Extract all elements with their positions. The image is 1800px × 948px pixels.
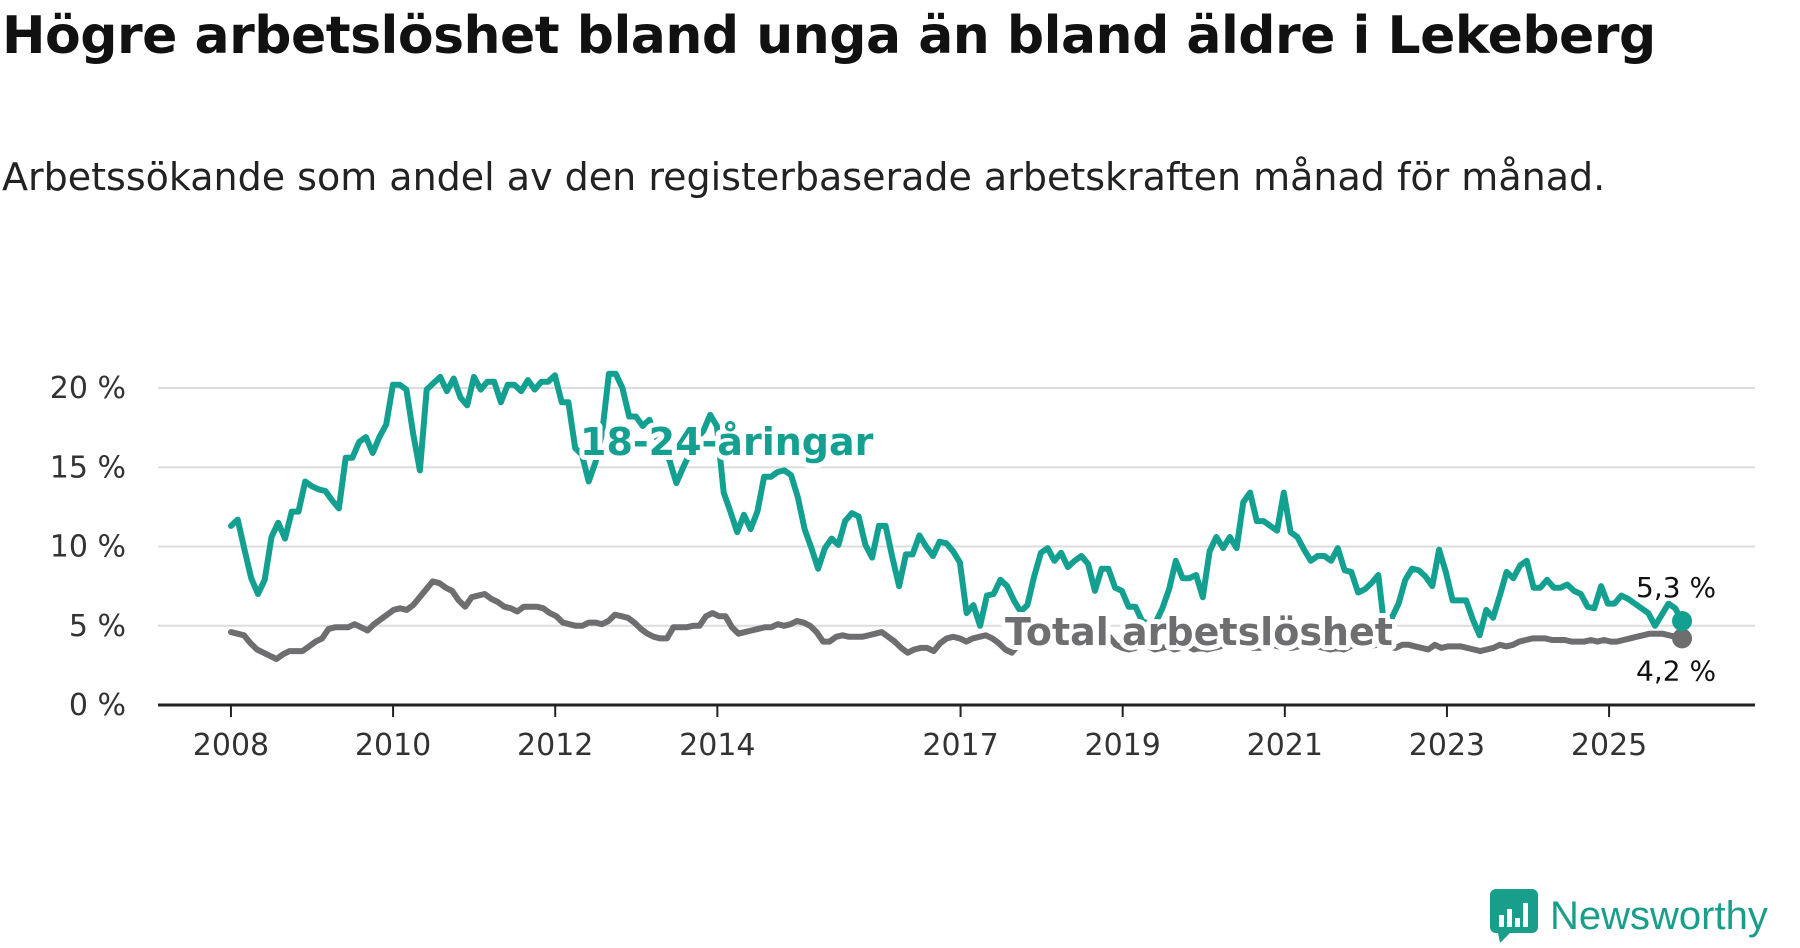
y-tick-label: 10 % bbox=[50, 530, 126, 565]
x-tick-label: 2021 bbox=[1247, 728, 1323, 763]
series-labels: 18-24-åringar Total arbetslöshet 5,3 % 4,2 … bbox=[575, 415, 1719, 690]
line-chart: 0 % 5 % 10 % 15 % 20 % 2008 2010 2012 2014 2017 20… bbox=[50, 370, 1755, 763]
series-line-youth bbox=[228, 370, 1685, 639]
x-tick-label: 2019 bbox=[1085, 728, 1161, 763]
series-line-total bbox=[228, 578, 1685, 662]
chart-title: Högre arbetslöshet bland unga än bland ä… bbox=[2, 6, 1656, 66]
x-tick-label: 2017 bbox=[922, 728, 998, 763]
end-label-youth: 5,3 % bbox=[1636, 571, 1716, 604]
y-tick-label: 0 % bbox=[69, 688, 126, 723]
x-tick-label: 2012 bbox=[517, 728, 593, 763]
newsworthy-wordmark: Newsworthy bbox=[1550, 893, 1768, 938]
series-lines bbox=[228, 370, 1693, 662]
y-tick-label: 15 % bbox=[50, 450, 126, 485]
end-point-youth bbox=[1672, 610, 1693, 631]
axes: 0 % 5 % 10 % 15 % 20 % 2008 2010 2012 2014 2017 20… bbox=[50, 371, 1755, 763]
x-tick-label: 2014 bbox=[679, 728, 755, 763]
x-tick-label: 2025 bbox=[1571, 728, 1647, 763]
chart-subtitle: Arbetssökande som andel av den registerb… bbox=[2, 155, 1606, 199]
newsworthy-logo: Newsworthy bbox=[1490, 888, 1795, 944]
y-tick-label: 20 % bbox=[50, 371, 126, 406]
x-tick-label: 2023 bbox=[1409, 728, 1485, 763]
x-tick-label: 2010 bbox=[355, 728, 431, 763]
gridlines bbox=[158, 387, 1755, 627]
y-tick-label: 5 % bbox=[69, 609, 126, 644]
series-label-total: Total arbetslöshet bbox=[1005, 610, 1393, 654]
x-tick-label: 2008 bbox=[193, 728, 269, 763]
series-label-youth: 18-24-åringar bbox=[580, 420, 874, 464]
end-label-total: 4,2 % bbox=[1636, 654, 1716, 687]
end-point-total bbox=[1672, 628, 1693, 649]
newsworthy-logo-icon bbox=[1490, 889, 1538, 943]
